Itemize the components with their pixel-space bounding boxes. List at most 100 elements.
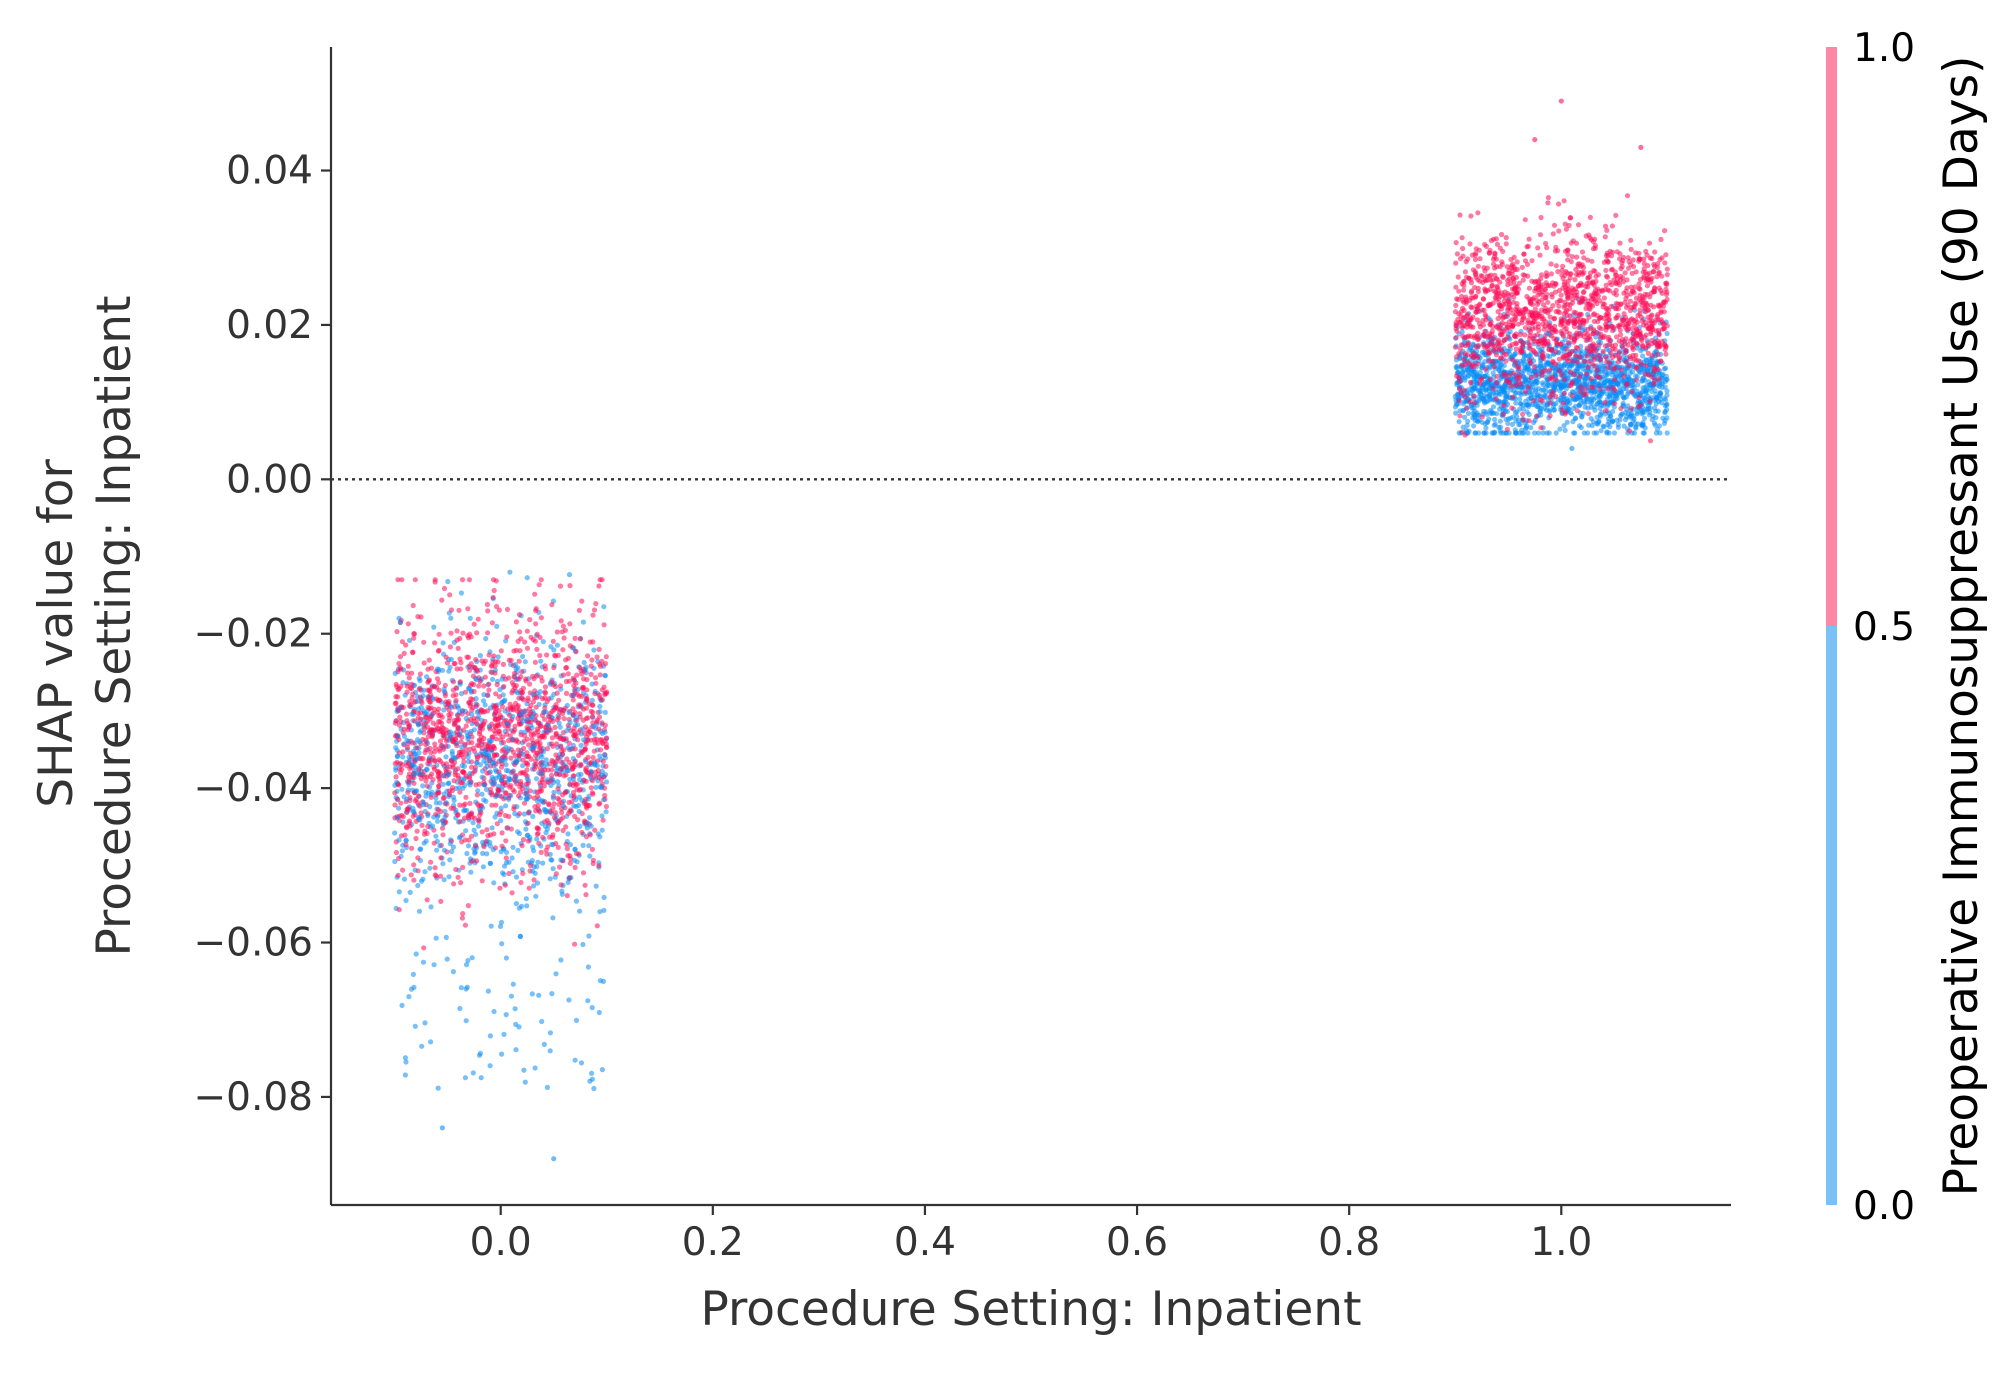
data-point	[1581, 358, 1587, 364]
data-point	[1660, 303, 1666, 309]
data-point	[1462, 269, 1468, 275]
data-point	[1639, 302, 1645, 308]
data-point	[510, 869, 516, 875]
data-point	[405, 805, 411, 812]
data-point	[1568, 240, 1574, 246]
data-point	[542, 663, 548, 669]
data-point	[456, 749, 462, 755]
data-point	[524, 903, 530, 909]
data-point	[600, 817, 606, 823]
data-point	[1560, 263, 1566, 269]
data-point	[1604, 403, 1610, 409]
data-point	[1629, 344, 1635, 351]
data-point	[436, 769, 442, 775]
data-point	[1456, 386, 1463, 392]
data-point	[520, 653, 526, 660]
data-point	[1651, 304, 1657, 310]
data-point	[441, 877, 447, 883]
data-point	[513, 737, 520, 743]
data-point	[1526, 370, 1532, 376]
data-point	[1574, 359, 1580, 365]
data-point	[1519, 430, 1525, 436]
data-point	[438, 855, 444, 861]
data-point	[1647, 398, 1653, 404]
data-point	[474, 755, 480, 762]
data-point	[1551, 222, 1558, 228]
data-point	[531, 795, 537, 801]
data-point	[1629, 270, 1635, 276]
data-point	[428, 750, 434, 756]
data-point	[1531, 419, 1537, 426]
data-point	[560, 623, 567, 629]
data-point	[1493, 396, 1499, 402]
data-point	[494, 821, 500, 827]
data-point	[1605, 259, 1611, 265]
data-point	[1628, 246, 1634, 252]
data-point	[542, 767, 548, 773]
data-point	[463, 723, 469, 729]
data-point	[602, 672, 608, 678]
data-point	[441, 585, 448, 592]
data-point	[1487, 397, 1493, 403]
data-point	[1609, 223, 1615, 229]
data-point	[397, 654, 404, 660]
data-point	[1630, 288, 1636, 294]
data-point	[1539, 292, 1545, 298]
data-point	[460, 911, 466, 917]
data-point	[1659, 400, 1665, 406]
data-point	[1540, 380, 1546, 386]
data-point	[601, 684, 607, 690]
data-point	[1473, 369, 1479, 375]
data-point	[398, 800, 404, 806]
data-point	[521, 733, 528, 739]
data-point	[1452, 344, 1458, 350]
data-point	[493, 578, 499, 584]
data-point	[1476, 417, 1482, 423]
data-point	[522, 1079, 528, 1085]
data-point	[455, 732, 461, 738]
data-point	[547, 876, 553, 882]
data-point	[478, 709, 484, 715]
data-point	[572, 731, 578, 738]
data-point	[1570, 405, 1576, 411]
data-point	[1627, 298, 1633, 304]
data-point	[1612, 400, 1618, 406]
data-point	[449, 848, 455, 855]
data-point	[1520, 417, 1526, 423]
data-point	[436, 790, 442, 796]
data-point	[425, 761, 431, 767]
data-point	[1582, 330, 1588, 336]
data-point	[578, 1060, 585, 1066]
data-point	[436, 706, 442, 712]
data-point	[1509, 405, 1515, 411]
data-point	[453, 866, 459, 873]
data-point	[560, 751, 566, 758]
data-point	[1584, 353, 1590, 359]
data-point	[1453, 410, 1459, 416]
data-point	[1547, 283, 1553, 289]
data-point	[1542, 323, 1548, 329]
data-point	[1548, 346, 1554, 352]
data-point	[503, 955, 509, 961]
data-point	[1612, 376, 1618, 383]
data-point	[1652, 285, 1658, 291]
data-point	[1647, 438, 1654, 444]
data-point	[1604, 359, 1610, 365]
data-point	[509, 890, 515, 896]
data-point	[1606, 337, 1612, 343]
data-point	[392, 858, 398, 865]
data-point	[1596, 316, 1602, 322]
data-point	[399, 1002, 405, 1009]
data-point	[1471, 393, 1477, 399]
data-point	[434, 676, 441, 682]
data-point	[586, 843, 592, 849]
data-point	[560, 764, 566, 770]
data-point	[471, 688, 477, 695]
data-point	[1464, 324, 1470, 330]
data-point	[463, 794, 469, 800]
data-point	[574, 691, 580, 697]
data-point	[428, 1039, 434, 1045]
data-point	[431, 758, 438, 764]
data-point	[478, 1075, 484, 1081]
data-point	[420, 959, 427, 965]
